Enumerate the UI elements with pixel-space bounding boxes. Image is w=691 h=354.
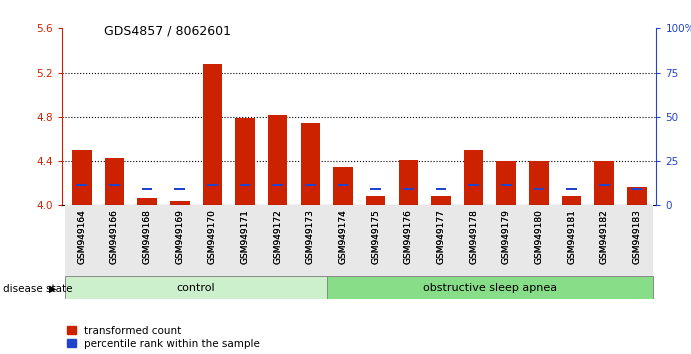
Bar xyxy=(501,184,511,187)
Bar xyxy=(529,161,549,205)
Bar xyxy=(399,160,418,205)
Bar xyxy=(305,184,316,187)
Bar xyxy=(431,196,451,205)
Text: GSM949177: GSM949177 xyxy=(437,209,446,264)
Bar xyxy=(338,184,348,187)
Text: GSM949180: GSM949180 xyxy=(534,209,543,264)
Text: GSM949182: GSM949182 xyxy=(600,209,609,264)
Text: GSM949173: GSM949173 xyxy=(306,209,315,264)
Bar xyxy=(566,188,577,190)
Text: GSM949183: GSM949183 xyxy=(632,209,641,264)
Bar xyxy=(240,184,250,187)
Text: GSM949174: GSM949174 xyxy=(339,209,348,264)
Text: GSM949175: GSM949175 xyxy=(371,209,380,264)
Bar xyxy=(66,276,327,299)
Text: GSM949173: GSM949173 xyxy=(306,209,315,264)
Text: ▶: ▶ xyxy=(49,284,57,293)
Text: control: control xyxy=(177,282,216,293)
Text: GSM949177: GSM949177 xyxy=(437,209,446,264)
Text: GSM949175: GSM949175 xyxy=(371,209,380,264)
Bar xyxy=(109,184,120,187)
Text: obstructive sleep apnea: obstructive sleep apnea xyxy=(423,282,557,293)
Text: GSM949176: GSM949176 xyxy=(404,209,413,264)
Text: GSM949172: GSM949172 xyxy=(273,209,282,264)
Text: GSM949168: GSM949168 xyxy=(142,209,151,264)
Bar xyxy=(632,188,642,190)
Bar xyxy=(207,184,218,187)
Bar xyxy=(562,196,581,205)
Text: GSM949181: GSM949181 xyxy=(567,209,576,264)
Legend: transformed count, percentile rank within the sample: transformed count, percentile rank withi… xyxy=(68,326,260,349)
Bar xyxy=(72,150,92,205)
Bar xyxy=(202,64,223,205)
Text: GSM949178: GSM949178 xyxy=(469,209,478,264)
Bar xyxy=(327,276,653,299)
Bar xyxy=(235,118,255,205)
Bar xyxy=(268,115,287,205)
Bar xyxy=(468,184,479,187)
Text: GSM949182: GSM949182 xyxy=(600,209,609,264)
Text: GSM949176: GSM949176 xyxy=(404,209,413,264)
Bar xyxy=(142,188,153,190)
Text: GSM949180: GSM949180 xyxy=(534,209,543,264)
Bar xyxy=(496,161,516,205)
Text: GSM949179: GSM949179 xyxy=(502,209,511,264)
Text: GSM949179: GSM949179 xyxy=(502,209,511,264)
Text: GSM949166: GSM949166 xyxy=(110,209,119,264)
Bar xyxy=(533,188,545,190)
Text: GSM949168: GSM949168 xyxy=(142,209,151,264)
Text: GSM949178: GSM949178 xyxy=(469,209,478,264)
Text: disease state: disease state xyxy=(3,284,73,293)
Bar xyxy=(627,187,647,205)
Text: GDS4857 / 8062601: GDS4857 / 8062601 xyxy=(104,25,231,38)
Text: GSM949170: GSM949170 xyxy=(208,209,217,264)
Bar xyxy=(138,198,157,205)
Bar xyxy=(333,167,353,205)
Bar xyxy=(104,158,124,205)
Text: GSM949169: GSM949169 xyxy=(176,209,184,264)
Bar xyxy=(599,184,609,187)
Text: GSM949174: GSM949174 xyxy=(339,209,348,264)
Text: GSM949169: GSM949169 xyxy=(176,209,184,264)
Bar xyxy=(370,188,381,190)
Text: GSM949171: GSM949171 xyxy=(240,209,249,264)
Text: GSM949164: GSM949164 xyxy=(77,209,86,264)
Text: GSM949181: GSM949181 xyxy=(567,209,576,264)
Bar xyxy=(366,196,386,205)
Bar xyxy=(174,188,185,190)
Text: GSM949170: GSM949170 xyxy=(208,209,217,264)
Bar xyxy=(403,188,414,190)
Bar xyxy=(170,201,189,205)
Bar xyxy=(464,150,484,205)
Bar xyxy=(594,161,614,205)
Text: GSM949183: GSM949183 xyxy=(632,209,641,264)
Text: GSM949172: GSM949172 xyxy=(273,209,282,264)
Bar xyxy=(272,184,283,187)
Bar xyxy=(77,184,87,187)
Text: GSM949171: GSM949171 xyxy=(240,209,249,264)
Bar xyxy=(301,124,320,205)
Bar xyxy=(435,188,446,190)
Text: GSM949164: GSM949164 xyxy=(77,209,86,264)
Text: GSM949166: GSM949166 xyxy=(110,209,119,264)
